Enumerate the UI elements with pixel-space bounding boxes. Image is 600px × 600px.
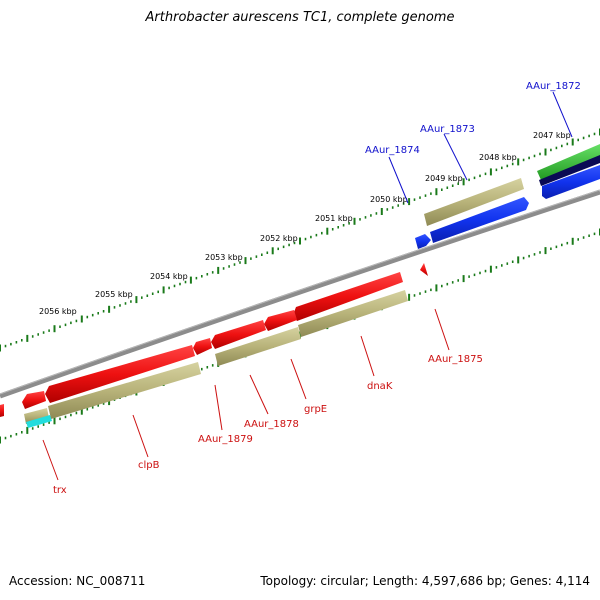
reverse-strand-features	[0, 263, 428, 428]
feature-khaki-4	[24, 408, 49, 424]
gene-label-trx[interactable]: trx	[53, 485, 67, 496]
kbp-label: 2056 kbp	[39, 307, 77, 316]
kbp-label: 2053 kbp	[205, 253, 243, 262]
kbp-label: 2048 kbp	[479, 153, 517, 162]
kbp-label: 2047 kbp	[533, 131, 571, 140]
gene-label-clpb[interactable]: clpB	[138, 460, 160, 471]
feature-khaki-forward	[424, 178, 524, 226]
accession-text: Accession: NC_008711	[9, 574, 146, 588]
outer-tick-track	[0, 128, 600, 352]
feature-khaki-2	[215, 327, 301, 366]
kbp-label: 2051 kbp	[315, 214, 353, 223]
gene-label-aaur1875[interactable]: AAur_1875	[428, 354, 483, 365]
gene-arrow-aaur1875[interactable]	[420, 263, 428, 276]
callout-lines	[42, 91, 573, 481]
gene-arrow-navy[interactable]	[539, 155, 600, 186]
gene-label-aaur1873[interactable]: AAur_1873	[420, 124, 475, 135]
gene-label-dnak[interactable]: dnaK	[367, 381, 393, 392]
gene-arrow-edge[interactable]	[0, 404, 4, 417]
gene-arrow-aaur1878[interactable]	[211, 320, 266, 349]
genome-backbone-highlight	[0, 189, 600, 395]
kbp-label: 2052 kbp	[260, 234, 298, 243]
gene-label-aaur1874[interactable]: AAur_1874	[365, 145, 420, 156]
map-title: Arthrobacter aurescens TC1, complete gen…	[145, 10, 455, 25]
gene-arrow-small-left[interactable]	[22, 391, 46, 409]
kbp-label-group: 2047 kbp 2048 kbp 2049 kbp 2050 kbp 2051…	[39, 131, 571, 316]
gene-arrow-green[interactable]	[537, 144, 600, 180]
kbp-label: 2054 kbp	[150, 272, 188, 281]
feature-cyan	[26, 415, 52, 428]
gene-arrow-aaur1873[interactable]	[430, 197, 529, 243]
kbp-label: 2050 kbp	[370, 195, 408, 204]
kbp-label: 2055 kbp	[95, 290, 133, 299]
gene-label-aaur1878[interactable]: AAur_1878	[244, 419, 299, 430]
genome-summary-text: Topology: circular; Length: 4,597,686 bp…	[260, 574, 590, 588]
gene-labels: AAur_1872 AAur_1873 AAur_1874 AAur_1875 …	[53, 81, 581, 496]
genome-backbone	[0, 189, 600, 399]
feature-khaki-3	[48, 362, 201, 419]
gene-label-aaur1872[interactable]: AAur_1872	[526, 81, 581, 92]
forward-strand-features	[415, 144, 600, 249]
kbp-label: 2049 kbp	[425, 174, 463, 183]
gene-arrow-aaur1872[interactable]	[542, 165, 600, 199]
gene-arrow-aaur1874[interactable]	[415, 234, 431, 249]
gene-arrow-aaur1879[interactable]	[193, 338, 212, 355]
gene-arrow-grpe[interactable]	[264, 310, 297, 331]
gene-arrow-clpb[interactable]	[45, 345, 195, 403]
feature-khaki-1	[298, 290, 408, 337]
gene-arrow-dnak[interactable]	[293, 272, 403, 321]
gene-label-aaur1879[interactable]: AAur_1879	[198, 434, 253, 445]
gene-label-grpe[interactable]: grpE	[304, 404, 327, 415]
